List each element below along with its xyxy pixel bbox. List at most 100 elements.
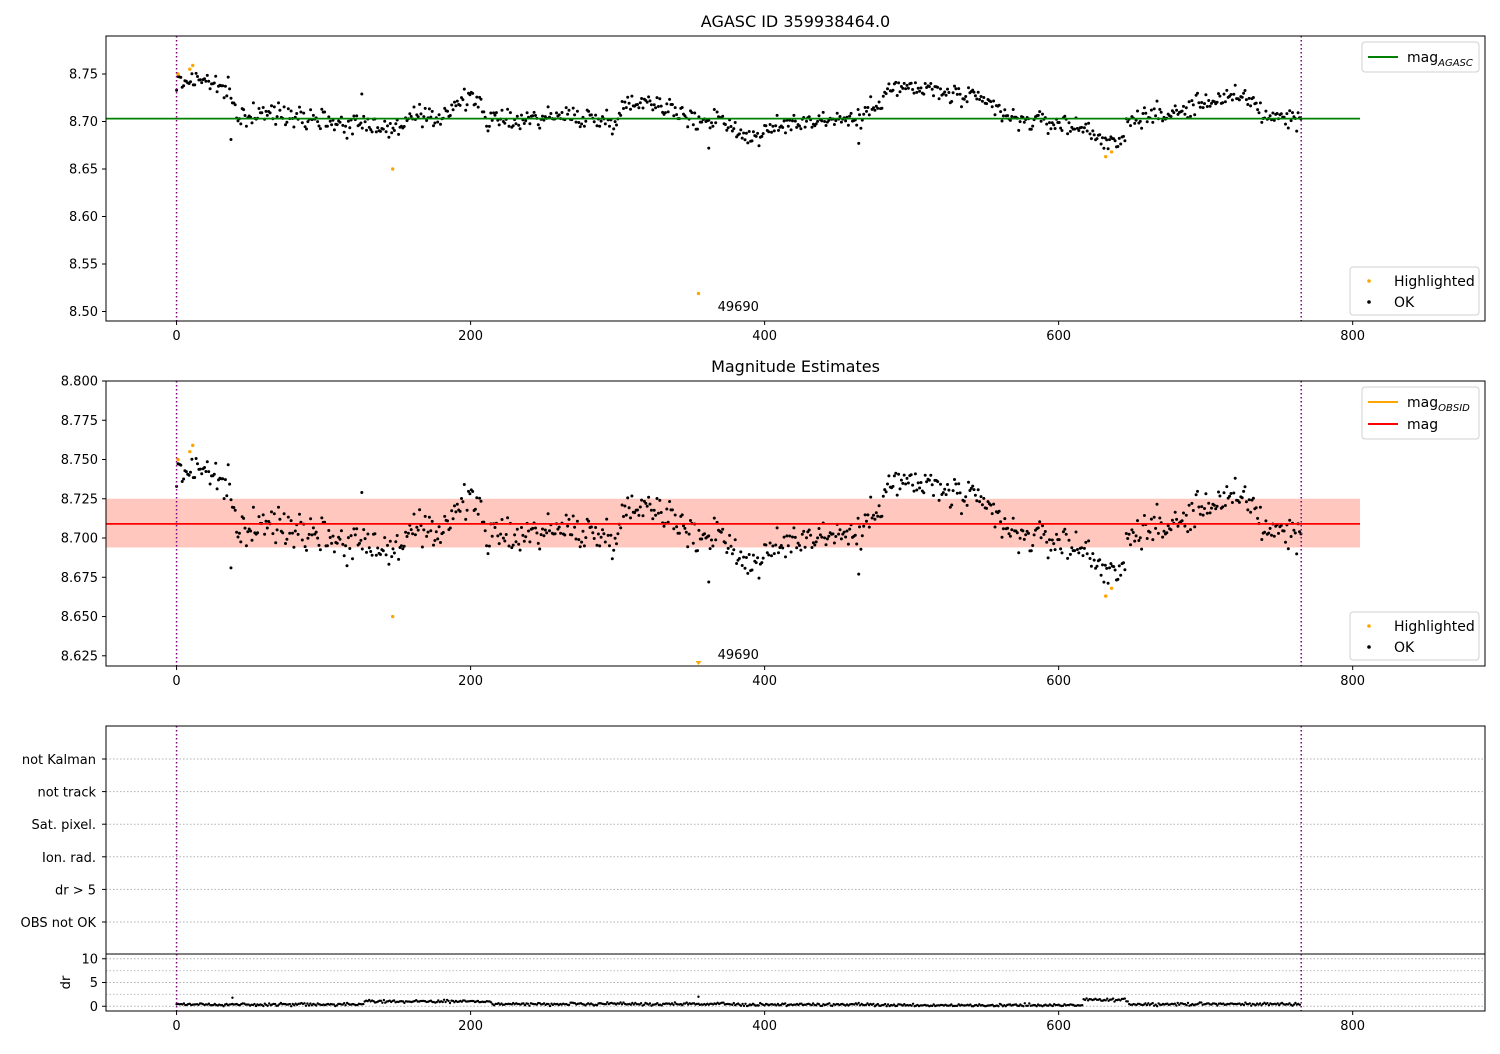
ok-point	[647, 495, 651, 499]
ok-point	[402, 125, 406, 128]
ok-point	[950, 100, 954, 103]
ok-point	[627, 506, 631, 510]
ok-point	[374, 553, 378, 557]
ok-point	[735, 562, 739, 565]
ok-point	[332, 550, 336, 554]
ok-point	[461, 98, 465, 102]
ok-point	[610, 132, 614, 136]
ok-point	[1159, 110, 1163, 114]
ok-point	[1049, 127, 1053, 131]
ok-point	[777, 551, 780, 555]
ok-point	[409, 528, 413, 532]
ok-point	[427, 107, 431, 111]
ok-point	[1133, 121, 1137, 125]
ok-point	[225, 494, 229, 498]
ok-point	[863, 106, 867, 109]
ok-point	[622, 107, 625, 110]
ok-point	[824, 543, 828, 547]
dr-point	[288, 1002, 291, 1006]
ok-point	[877, 504, 881, 508]
ok-point	[465, 103, 469, 107]
ok-point	[205, 73, 209, 77]
dr-point	[731, 1003, 734, 1006]
ok-point	[1018, 536, 1022, 540]
ok-point	[1145, 537, 1149, 540]
ok-point	[239, 540, 243, 544]
ok-point	[770, 554, 773, 558]
ok-point	[493, 113, 497, 117]
ok-point	[1136, 109, 1139, 113]
ok-point	[264, 519, 268, 523]
ok-point	[1158, 107, 1162, 111]
ok-point	[980, 99, 984, 103]
ok-point	[958, 92, 962, 96]
ok-point	[622, 515, 625, 518]
ok-point	[1212, 503, 1216, 507]
ok-point	[839, 537, 843, 541]
ok-point	[397, 557, 401, 561]
ok-point	[462, 483, 466, 486]
ok-point	[360, 547, 364, 551]
ok-point	[397, 132, 401, 136]
ok-point	[834, 119, 838, 123]
ok-point	[700, 537, 704, 541]
dr-point	[1098, 998, 1102, 1001]
ok-point	[328, 119, 332, 123]
dr-point	[548, 1004, 552, 1008]
ok-point	[980, 503, 984, 507]
ok-point	[570, 533, 574, 537]
ok-point	[838, 115, 842, 118]
ok-point	[592, 120, 596, 124]
ok-point	[578, 125, 582, 129]
ok-point	[1001, 527, 1005, 531]
ok-point	[249, 529, 253, 533]
ok-point	[707, 580, 711, 584]
ok-point	[1095, 564, 1099, 568]
ok-point	[1155, 99, 1159, 103]
ok-point	[918, 486, 922, 490]
ok-point	[1272, 534, 1276, 538]
ok-point	[383, 536, 387, 540]
ok-point	[278, 108, 282, 112]
ok-point	[373, 532, 377, 536]
x-tick-label: 200	[458, 674, 483, 689]
ok-point	[1272, 118, 1276, 122]
ok-point	[887, 82, 891, 86]
ok-point	[1189, 114, 1192, 118]
ok-point	[351, 132, 354, 136]
ok-point	[436, 537, 440, 541]
ok-point	[425, 119, 429, 122]
ok-point	[450, 509, 454, 513]
highlighted-point	[191, 63, 195, 68]
ok-point	[261, 106, 265, 109]
dr-point	[903, 1003, 906, 1006]
ok-point	[1138, 536, 1142, 540]
ok-point	[1024, 533, 1028, 537]
ok-point	[820, 535, 824, 539]
ok-point	[574, 120, 578, 124]
ok-point	[1214, 507, 1218, 511]
ok-point	[1196, 489, 1199, 493]
ok-point	[612, 127, 616, 131]
ok-point	[582, 124, 586, 128]
ok-point	[744, 556, 748, 559]
ok-point	[944, 93, 948, 97]
ok-point	[342, 130, 346, 134]
ok-point	[672, 527, 676, 531]
ok-point	[855, 123, 859, 127]
ok-point	[972, 488, 976, 492]
dr-point	[1113, 1000, 1116, 1003]
ok-point	[573, 525, 577, 529]
ok-point	[1136, 519, 1139, 523]
y-tick-label: 8.70	[69, 115, 98, 130]
ok-point	[774, 124, 778, 128]
ok-point	[849, 111, 853, 115]
x-tick-label: 800	[1340, 329, 1365, 344]
dr-point	[222, 1005, 225, 1008]
ok-point	[939, 87, 942, 91]
ok-point	[923, 473, 927, 477]
ok-point	[990, 105, 994, 109]
ok-point	[299, 110, 303, 114]
ok-point	[215, 90, 219, 94]
ok-point	[1029, 127, 1033, 131]
